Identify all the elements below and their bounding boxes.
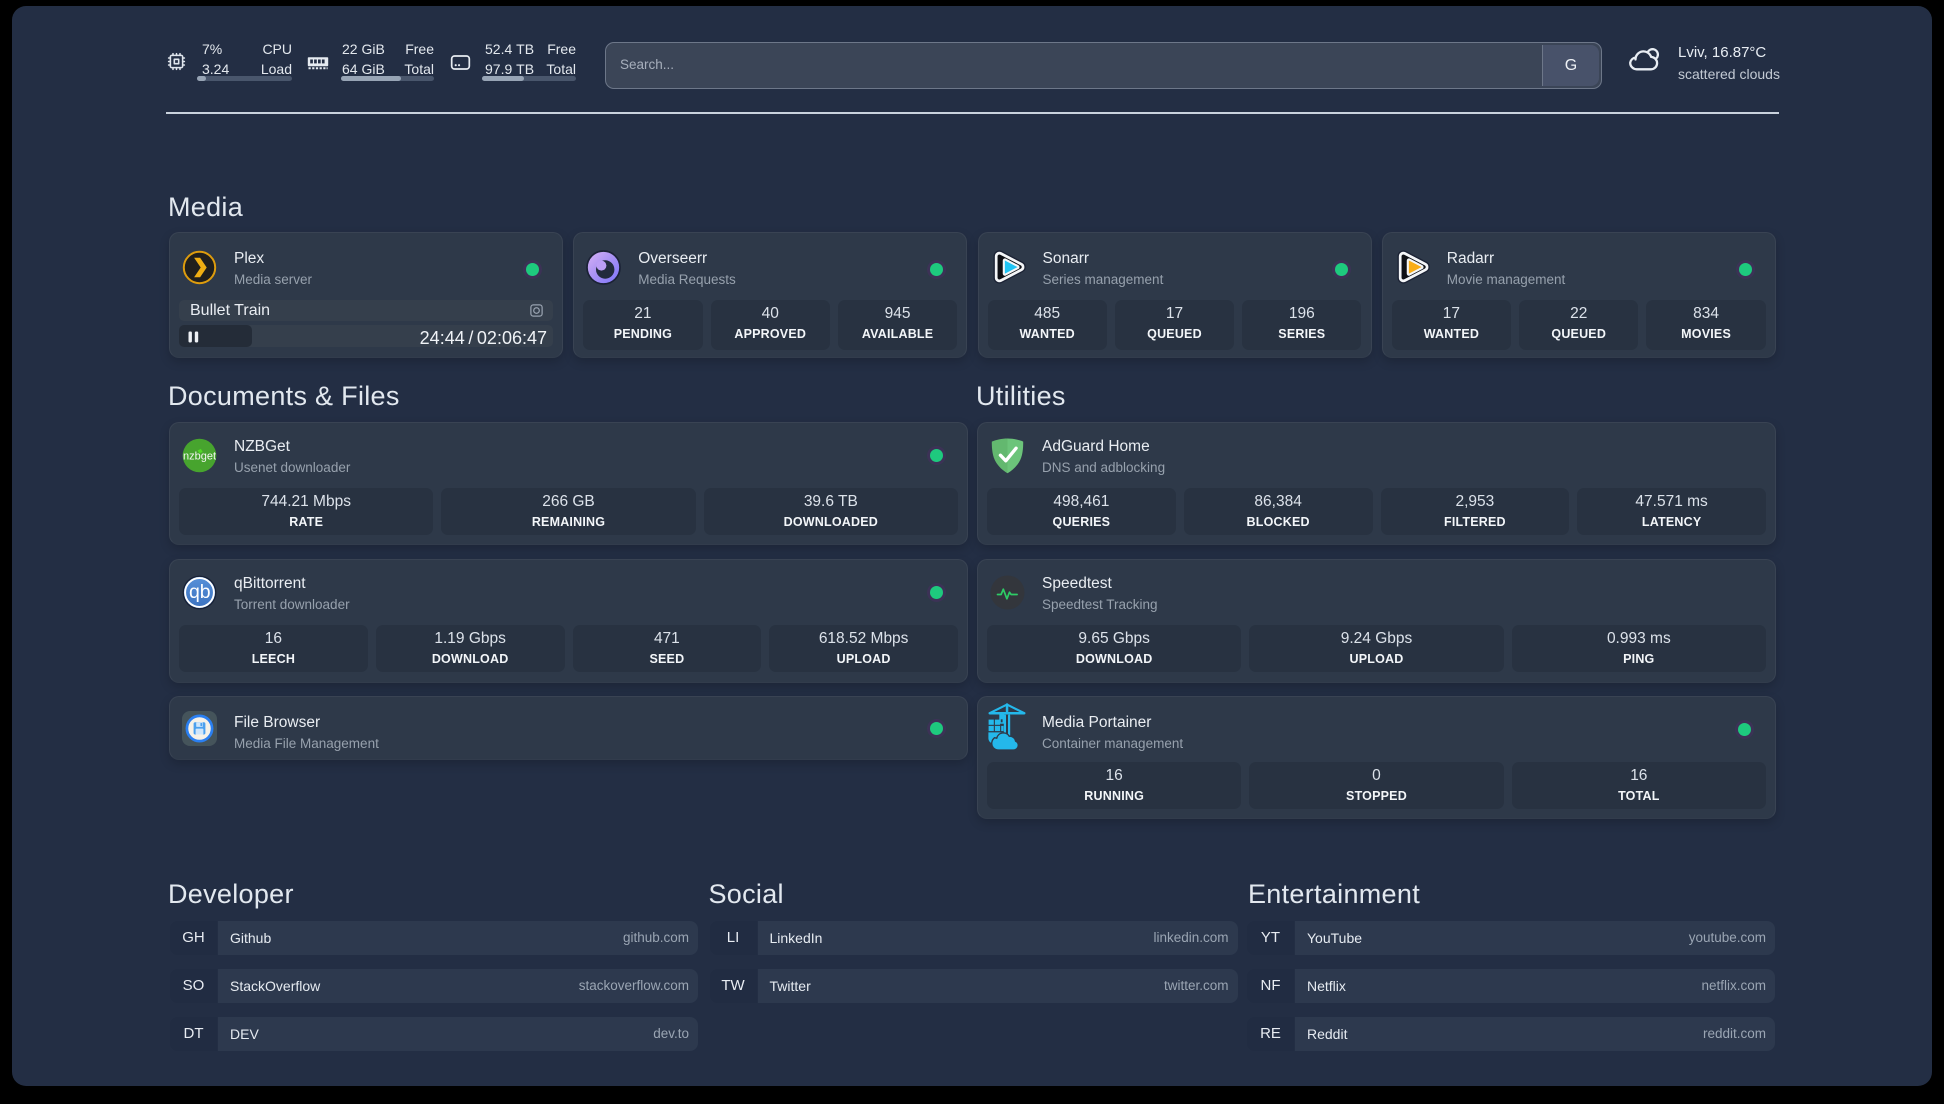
svg-text:nzbget: nzbget xyxy=(183,450,216,462)
svg-text:qb: qb xyxy=(189,581,211,603)
